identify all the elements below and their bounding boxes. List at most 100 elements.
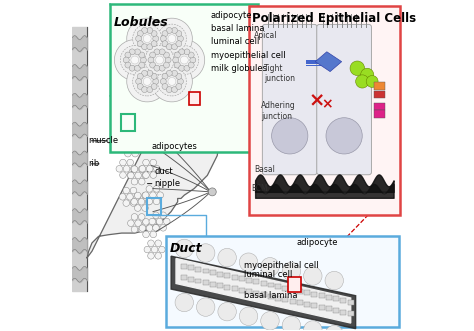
- Circle shape: [158, 246, 165, 253]
- Text: adipocytes: adipocytes: [151, 142, 197, 151]
- Bar: [268, 283, 274, 287]
- Bar: [210, 270, 216, 275]
- Bar: [121, 115, 136, 131]
- Bar: [275, 296, 281, 301]
- Text: milk globules: milk globules: [210, 64, 267, 73]
- Circle shape: [139, 52, 145, 58]
- Circle shape: [190, 57, 196, 63]
- Circle shape: [361, 68, 374, 81]
- Circle shape: [164, 52, 169, 58]
- Text: ×: ×: [321, 98, 333, 112]
- Circle shape: [134, 194, 140, 200]
- Bar: [374, 82, 385, 90]
- Circle shape: [303, 267, 322, 285]
- Bar: [217, 272, 223, 277]
- Polygon shape: [315, 52, 342, 71]
- Bar: [340, 309, 346, 314]
- Bar: [326, 295, 332, 300]
- Circle shape: [142, 87, 147, 93]
- Circle shape: [162, 73, 168, 79]
- Circle shape: [143, 172, 149, 178]
- Circle shape: [125, 52, 131, 58]
- Circle shape: [145, 46, 174, 74]
- Bar: [147, 199, 161, 215]
- Bar: [246, 289, 252, 294]
- Circle shape: [142, 205, 148, 211]
- Bar: [210, 282, 216, 287]
- Circle shape: [143, 218, 149, 225]
- Circle shape: [356, 75, 369, 88]
- Circle shape: [151, 73, 157, 79]
- Text: Duct: Duct: [169, 242, 202, 255]
- Circle shape: [119, 159, 126, 166]
- Circle shape: [160, 224, 166, 231]
- Circle shape: [175, 293, 193, 312]
- Circle shape: [218, 248, 237, 267]
- Circle shape: [132, 138, 138, 144]
- Bar: [217, 283, 223, 288]
- Text: rib: rib: [89, 159, 100, 168]
- Circle shape: [146, 186, 153, 192]
- Circle shape: [146, 199, 152, 205]
- Polygon shape: [72, 27, 87, 291]
- Circle shape: [159, 49, 165, 55]
- Circle shape: [128, 113, 135, 120]
- Circle shape: [145, 145, 152, 152]
- Bar: [283, 297, 288, 302]
- Circle shape: [366, 75, 378, 87]
- Circle shape: [123, 57, 129, 63]
- Circle shape: [261, 258, 279, 276]
- Circle shape: [125, 150, 131, 157]
- FancyBboxPatch shape: [263, 24, 317, 175]
- Polygon shape: [171, 256, 356, 329]
- Circle shape: [137, 83, 143, 89]
- Circle shape: [164, 40, 205, 80]
- Circle shape: [136, 144, 142, 151]
- Circle shape: [149, 103, 155, 110]
- Bar: [203, 268, 209, 273]
- Circle shape: [147, 27, 153, 33]
- Circle shape: [138, 109, 145, 116]
- Circle shape: [164, 218, 170, 225]
- Circle shape: [138, 166, 145, 172]
- Bar: [333, 297, 339, 302]
- Bar: [311, 304, 318, 308]
- Bar: [254, 279, 259, 284]
- Circle shape: [127, 18, 168, 59]
- Bar: [232, 275, 237, 280]
- Bar: [188, 265, 194, 270]
- Circle shape: [118, 144, 125, 150]
- Bar: [261, 293, 267, 298]
- Circle shape: [127, 194, 133, 200]
- Bar: [188, 277, 194, 282]
- Circle shape: [148, 253, 154, 259]
- Circle shape: [128, 126, 135, 132]
- Circle shape: [123, 166, 130, 172]
- Circle shape: [162, 83, 168, 89]
- Circle shape: [209, 188, 216, 196]
- Circle shape: [131, 166, 138, 172]
- Circle shape: [139, 62, 145, 68]
- Circle shape: [111, 131, 118, 138]
- Circle shape: [132, 150, 138, 157]
- Circle shape: [146, 225, 153, 231]
- Circle shape: [144, 246, 151, 253]
- Text: ×: ×: [309, 92, 325, 111]
- Circle shape: [177, 36, 183, 42]
- Circle shape: [115, 137, 122, 144]
- Circle shape: [146, 166, 153, 172]
- Circle shape: [156, 218, 163, 225]
- Circle shape: [150, 218, 156, 225]
- Circle shape: [282, 316, 301, 331]
- Text: basal lamina: basal lamina: [210, 24, 264, 33]
- Circle shape: [142, 27, 147, 33]
- Circle shape: [138, 133, 145, 139]
- Circle shape: [135, 49, 140, 55]
- Circle shape: [157, 24, 186, 53]
- Bar: [333, 308, 339, 313]
- Circle shape: [147, 87, 153, 93]
- Circle shape: [123, 200, 129, 207]
- Circle shape: [151, 83, 157, 89]
- Circle shape: [164, 62, 169, 68]
- Circle shape: [303, 321, 322, 331]
